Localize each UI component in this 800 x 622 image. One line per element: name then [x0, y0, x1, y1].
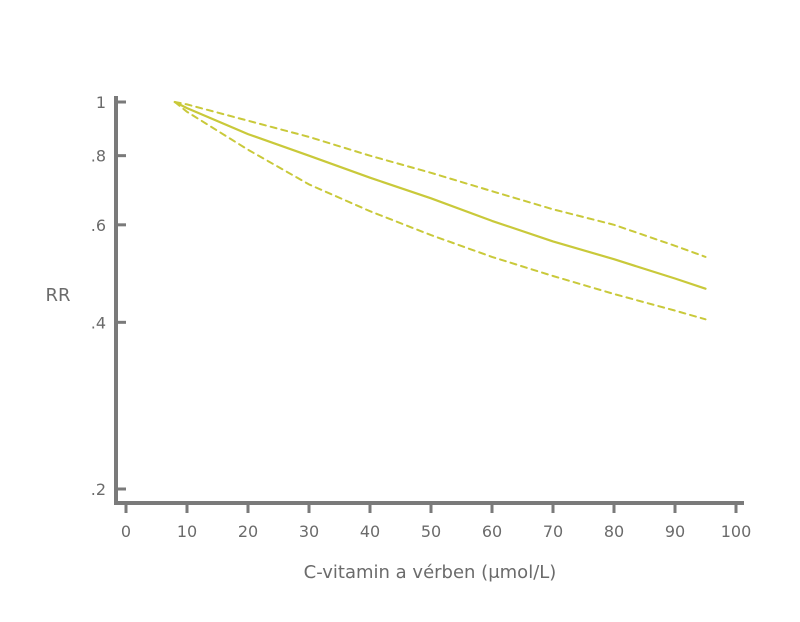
- x-tick-label: 0: [121, 522, 131, 541]
- x-tick-label: 50: [421, 522, 441, 541]
- y-axis-title: RR: [45, 285, 70, 306]
- y-tick-label: .8: [91, 147, 106, 166]
- x-tick-label: 90: [665, 522, 685, 541]
- x-tick-label: 30: [299, 522, 319, 541]
- y-tick-label: .6: [91, 216, 106, 235]
- y-tick-label: 1: [96, 93, 106, 112]
- y-axis: 1 .8 .6 .4 .2: [91, 93, 126, 504]
- series-line-lower-ci: [173, 101, 707, 321]
- x-tick-label: 40: [360, 522, 380, 541]
- x-tick-label: 60: [482, 522, 502, 541]
- y-tick-label: .2: [91, 480, 106, 499]
- x-tick-label: 20: [238, 522, 258, 541]
- series-layer: [173, 100, 707, 321]
- x-tick-label: 10: [177, 522, 197, 541]
- x-axis: 0 10 20 30 40 50 60 70 80 90 100: [114, 501, 752, 541]
- series-line-estimate: [173, 100, 707, 290]
- y-tick-label: .4: [91, 313, 106, 332]
- x-tick-label: 100: [721, 522, 752, 541]
- x-tick-label: 70: [543, 522, 563, 541]
- series-line-upper-ci: [173, 101, 707, 258]
- x-tick-label: 80: [604, 522, 624, 541]
- x-axis-title: C-vitamin a vérben (μmol/L): [304, 562, 557, 583]
